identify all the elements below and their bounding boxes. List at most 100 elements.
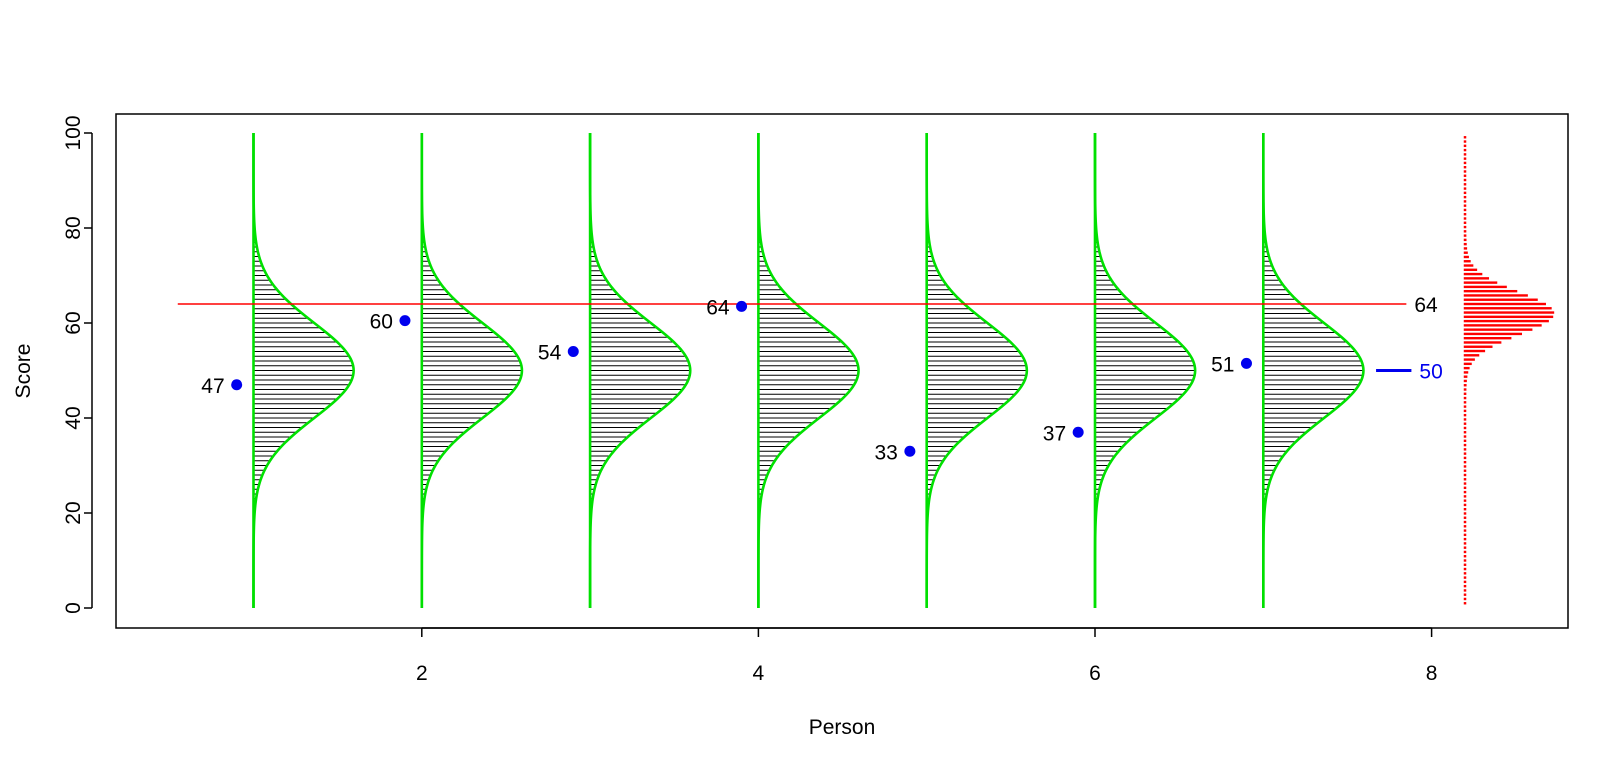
- posterior-bar: [1463, 140, 1467, 143]
- posterior-bar: [1463, 478, 1467, 481]
- posterior-bar: [1463, 238, 1467, 242]
- posterior-bar: [1463, 242, 1467, 246]
- posterior-bar: [1463, 401, 1467, 404]
- posterior-bar: [1463, 225, 1467, 229]
- y-tick-label: 60: [62, 311, 85, 334]
- posterior-bar: [1463, 213, 1467, 216]
- posterior-bar: [1463, 465, 1467, 468]
- y-tick-label: 40: [62, 406, 85, 429]
- data-point-7: [1240, 357, 1252, 369]
- posterior-bar: [1463, 533, 1467, 537]
- posterior-bar: [1463, 580, 1467, 584]
- posterior-bar: [1463, 473, 1467, 477]
- prior-density-4: [757, 133, 860, 608]
- posterior-bar: [1463, 486, 1467, 490]
- posterior-bar: [1463, 366, 1470, 370]
- data-point-4: [736, 300, 748, 312]
- posterior-bar: [1463, 289, 1518, 293]
- posterior-bar: [1463, 264, 1474, 267]
- posterior-bar: [1463, 341, 1502, 344]
- posterior-bar: [1463, 144, 1467, 148]
- posterior-bar: [1463, 230, 1467, 233]
- posterior-bar: [1463, 319, 1549, 323]
- posterior-bar: [1463, 362, 1472, 366]
- y-tick-label: 0: [62, 602, 85, 614]
- posterior-bar: [1463, 170, 1467, 173]
- posterior-bar: [1463, 572, 1467, 575]
- posterior-bar: [1463, 490, 1467, 494]
- y-tick-label: 80: [62, 216, 85, 239]
- posterior-bar: [1463, 191, 1467, 195]
- data-point-label-5: 33: [875, 441, 898, 464]
- data-point-label-3: 54: [538, 342, 562, 365]
- posterior-bar: [1463, 148, 1467, 152]
- posterior-bar: [1463, 508, 1467, 511]
- posterior-bar: [1463, 392, 1467, 395]
- posterior-bar: [1463, 311, 1555, 314]
- posterior-bar: [1463, 546, 1467, 549]
- posterior-histogram: [1463, 136, 1555, 605]
- posterior-bar: [1463, 345, 1493, 348]
- mean-marker-label: 50: [1419, 361, 1442, 384]
- prior-density-2: [420, 133, 524, 608]
- data-point-label-1: 47: [201, 375, 224, 398]
- posterior-bar: [1463, 204, 1467, 207]
- posterior-bar: [1463, 426, 1467, 430]
- posterior-bar: [1463, 294, 1528, 297]
- posterior-bar: [1463, 460, 1467, 464]
- posterior-bar: [1463, 187, 1467, 190]
- posterior-bar: [1463, 396, 1467, 400]
- posterior-bar: [1463, 584, 1467, 588]
- posterior-bar: [1463, 208, 1467, 212]
- posterior-bar: [1463, 281, 1498, 284]
- data-point-3: [567, 346, 579, 357]
- posterior-bar: [1463, 563, 1467, 566]
- data-point-label-6: 37: [1043, 422, 1066, 445]
- posterior-bar: [1463, 409, 1467, 413]
- posterior-bar: [1463, 174, 1467, 177]
- posterior-bar: [1463, 298, 1538, 301]
- posterior-bar: [1463, 234, 1467, 237]
- posterior-bar: [1463, 277, 1490, 280]
- posterior-bar: [1463, 520, 1467, 524]
- posterior-bar: [1463, 384, 1467, 387]
- posterior-bar: [1463, 307, 1552, 310]
- posterior-bar: [1463, 448, 1467, 451]
- posterior-bar: [1463, 435, 1467, 438]
- posterior-bar: [1463, 525, 1467, 528]
- posterior-bar: [1463, 166, 1467, 169]
- posterior-bar: [1463, 559, 1467, 562]
- posterior-bar: [1463, 542, 1467, 545]
- posterior-bar: [1463, 157, 1467, 160]
- posterior-bar: [1463, 439, 1467, 442]
- posterior-bar: [1463, 221, 1467, 224]
- prior-densities: [252, 133, 1365, 608]
- prior-density-1: [252, 133, 355, 608]
- posterior-bar: [1463, 537, 1467, 541]
- posterior-bar: [1463, 260, 1471, 263]
- prior-density-6: [1093, 133, 1197, 608]
- posterior-bar: [1463, 161, 1467, 165]
- posterior-bar: [1463, 255, 1469, 259]
- posterior-bar: [1463, 379, 1467, 383]
- x-tick-label: 4: [753, 662, 765, 685]
- posterior-bar: [1463, 418, 1467, 421]
- posterior-bar: [1463, 183, 1467, 186]
- posterior-bar: [1463, 413, 1467, 417]
- posterior-bar: [1463, 136, 1467, 139]
- data-point-label-2: 60: [370, 311, 393, 334]
- data-point-5: [904, 445, 916, 457]
- data-points: 47 60 54 64 33 37 51: [201, 296, 1252, 464]
- posterior-bar: [1463, 482, 1467, 485]
- posterior-bar: [1463, 315, 1554, 319]
- posterior-bar: [1463, 597, 1467, 601]
- posterior-bar: [1463, 443, 1467, 447]
- data-point-label-7: 51: [1211, 353, 1234, 376]
- x-axis-title: Person: [809, 716, 876, 739]
- posterior-bar: [1463, 431, 1467, 434]
- posterior-bar: [1463, 285, 1507, 289]
- posterior-bar: [1463, 354, 1480, 357]
- x-tick-label: 6: [1089, 662, 1101, 685]
- y-tick-label: 100: [62, 115, 85, 150]
- posterior-bar: [1463, 332, 1523, 336]
